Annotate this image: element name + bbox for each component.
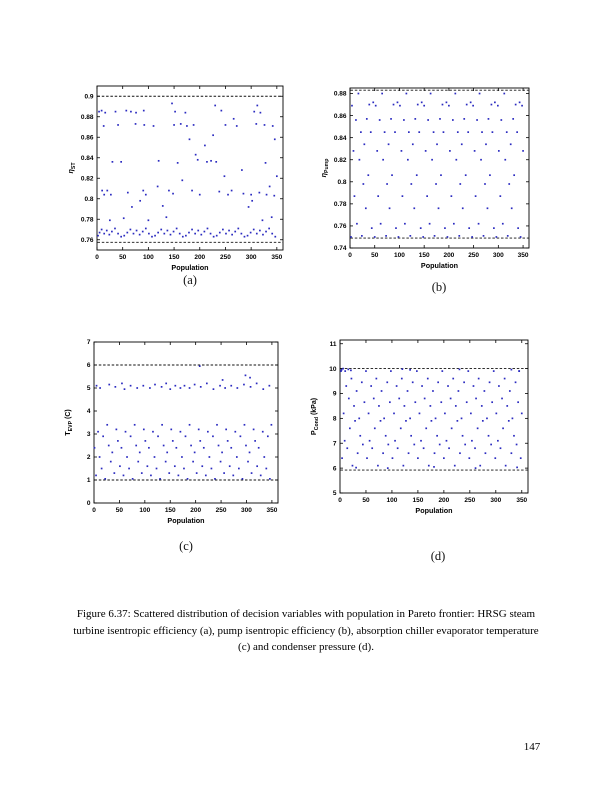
y-tick-label: 3 bbox=[87, 431, 91, 438]
y-tick-label: 0.76 bbox=[81, 237, 94, 244]
x-tick-label: 200 bbox=[194, 254, 205, 261]
x-tick-label: 250 bbox=[468, 252, 479, 259]
x-tick-label: 200 bbox=[190, 507, 201, 514]
y-tick-label: 0.78 bbox=[334, 201, 347, 208]
x-tick-label: 350 bbox=[516, 497, 527, 504]
y-tick-label: 9 bbox=[333, 391, 337, 398]
x-tick-label: 50 bbox=[362, 497, 370, 504]
y-axis-label: ηST bbox=[66, 162, 77, 174]
x-tick-label: 0 bbox=[348, 252, 352, 259]
subplot-c-letter: (c) bbox=[179, 539, 193, 553]
scatter-points bbox=[350, 92, 524, 238]
x-tick-label: 100 bbox=[143, 254, 154, 261]
x-tick-label: 300 bbox=[246, 254, 257, 261]
subplot-b-chart: 0 50 100 150 200 250 300 350 0.74 0.76 0.78 0.8 0.82… bbox=[319, 87, 530, 270]
y-tick-label: 0.76 bbox=[334, 223, 347, 230]
y-axis-label: TEVP (C) bbox=[63, 409, 74, 435]
x-tick-label: 350 bbox=[518, 252, 529, 259]
x-axis-label: Population bbox=[415, 506, 452, 515]
y-tick-label: 1 bbox=[87, 477, 91, 484]
x-tick-label: 250 bbox=[220, 254, 231, 261]
y-tick-label: 8 bbox=[333, 416, 337, 423]
x-tick-label: 350 bbox=[271, 254, 282, 261]
y-tick-label: 7 bbox=[87, 339, 91, 346]
scatter-points bbox=[97, 102, 278, 238]
y-tick-label: 0.8 bbox=[84, 196, 93, 203]
subplot-a-letter: (a) bbox=[183, 273, 197, 287]
plot-box bbox=[349, 87, 530, 249]
y-tick-label: 6 bbox=[333, 465, 337, 472]
y-tick-label: 0.8 bbox=[337, 179, 346, 186]
page-number: 147 bbox=[523, 741, 541, 753]
x-axis-label: Population bbox=[167, 516, 204, 525]
y-tick-label: 0 bbox=[87, 500, 91, 507]
x-tick-label: 250 bbox=[464, 497, 475, 504]
x-tick-label: 0 bbox=[92, 507, 96, 514]
y-tick-label: 10 bbox=[329, 366, 337, 373]
y-tick-label: 5 bbox=[87, 385, 91, 392]
x-tick-label: 150 bbox=[419, 252, 430, 259]
x-tick-label: 150 bbox=[165, 507, 176, 514]
x-tick-label: 250 bbox=[216, 507, 227, 514]
subplot-d-letter: (d) bbox=[430, 549, 446, 563]
subplot-b-letter: (b) bbox=[431, 280, 447, 294]
scatter-points bbox=[340, 367, 523, 469]
y-axis-label: ηPump bbox=[319, 159, 330, 178]
x-tick-label: 0 bbox=[95, 254, 99, 261]
y-tick-label: 0.88 bbox=[81, 114, 94, 121]
x-axis-label: Population bbox=[421, 261, 458, 270]
y-tick-label: 6 bbox=[87, 362, 91, 369]
y-tick-label: 5 bbox=[333, 490, 337, 497]
x-tick-label: 150 bbox=[412, 497, 423, 504]
x-tick-label: 50 bbox=[371, 252, 379, 259]
x-tick-label: 50 bbox=[116, 507, 124, 514]
x-tick-label: 0 bbox=[338, 497, 342, 504]
x-tick-label: 150 bbox=[169, 254, 180, 261]
x-tick-label: 300 bbox=[490, 497, 501, 504]
x-tick-label: 100 bbox=[139, 507, 150, 514]
y-tick-label: 0.78 bbox=[81, 216, 94, 223]
figure-caption-line-2: turbine isentropic efficiency (a), pump … bbox=[73, 624, 539, 637]
y-tick-label: 0.84 bbox=[81, 155, 94, 162]
plot-box bbox=[93, 341, 279, 504]
x-tick-label: 300 bbox=[241, 507, 252, 514]
y-tick-label: 11 bbox=[330, 341, 337, 348]
plot-box bbox=[96, 85, 284, 251]
subplot-a-chart: 0 50 100 150 200 250 300 350 0.76 0.78 0.8 0.82 0.84… bbox=[66, 85, 284, 272]
y-tick-label: 0.82 bbox=[81, 175, 94, 182]
y-tick-label: 0.86 bbox=[334, 113, 347, 120]
x-tick-label: 100 bbox=[394, 252, 405, 259]
x-tick-label: 200 bbox=[438, 497, 449, 504]
figure-caption-line-1: Figure 6.37: Scattered distribution of d… bbox=[76, 608, 536, 620]
y-tick-label: 0.88 bbox=[334, 91, 347, 98]
y-tick-label: 0.86 bbox=[81, 134, 94, 141]
y-tick-label: 0.74 bbox=[334, 245, 347, 252]
subplot-d-chart: 0 50 100 150 200 250 300 350 5 6 7 8 9 10 11 Population… bbox=[309, 339, 529, 515]
figure-caption-line-3: (c) and condenser pressure (d). bbox=[238, 641, 374, 653]
x-tick-label: 100 bbox=[387, 497, 398, 504]
scatter-points bbox=[93, 365, 273, 480]
x-axis-label: Population bbox=[171, 263, 208, 272]
x-tick-label: 300 bbox=[493, 252, 504, 259]
figure-caption: Figure 6.37: Scattered distribution of d… bbox=[0, 606, 612, 656]
y-tick-label: 4 bbox=[87, 408, 91, 415]
subplot-c-chart: 0 50 100 150 200 250 300 350 0 1 2 3 4 5 6 7 Population T… bbox=[63, 339, 279, 525]
x-tick-label: 50 bbox=[119, 254, 127, 261]
y-tick-label: 7 bbox=[333, 440, 337, 447]
y-tick-label: 0.84 bbox=[334, 135, 347, 142]
y-tick-label: 0.9 bbox=[84, 93, 93, 100]
x-tick-label: 200 bbox=[443, 252, 454, 259]
y-tick-label: 0.82 bbox=[334, 157, 347, 164]
y-axis-label: PCond (kPa) bbox=[309, 398, 320, 435]
y-tick-label: 2 bbox=[87, 454, 91, 461]
x-tick-label: 350 bbox=[266, 507, 277, 514]
